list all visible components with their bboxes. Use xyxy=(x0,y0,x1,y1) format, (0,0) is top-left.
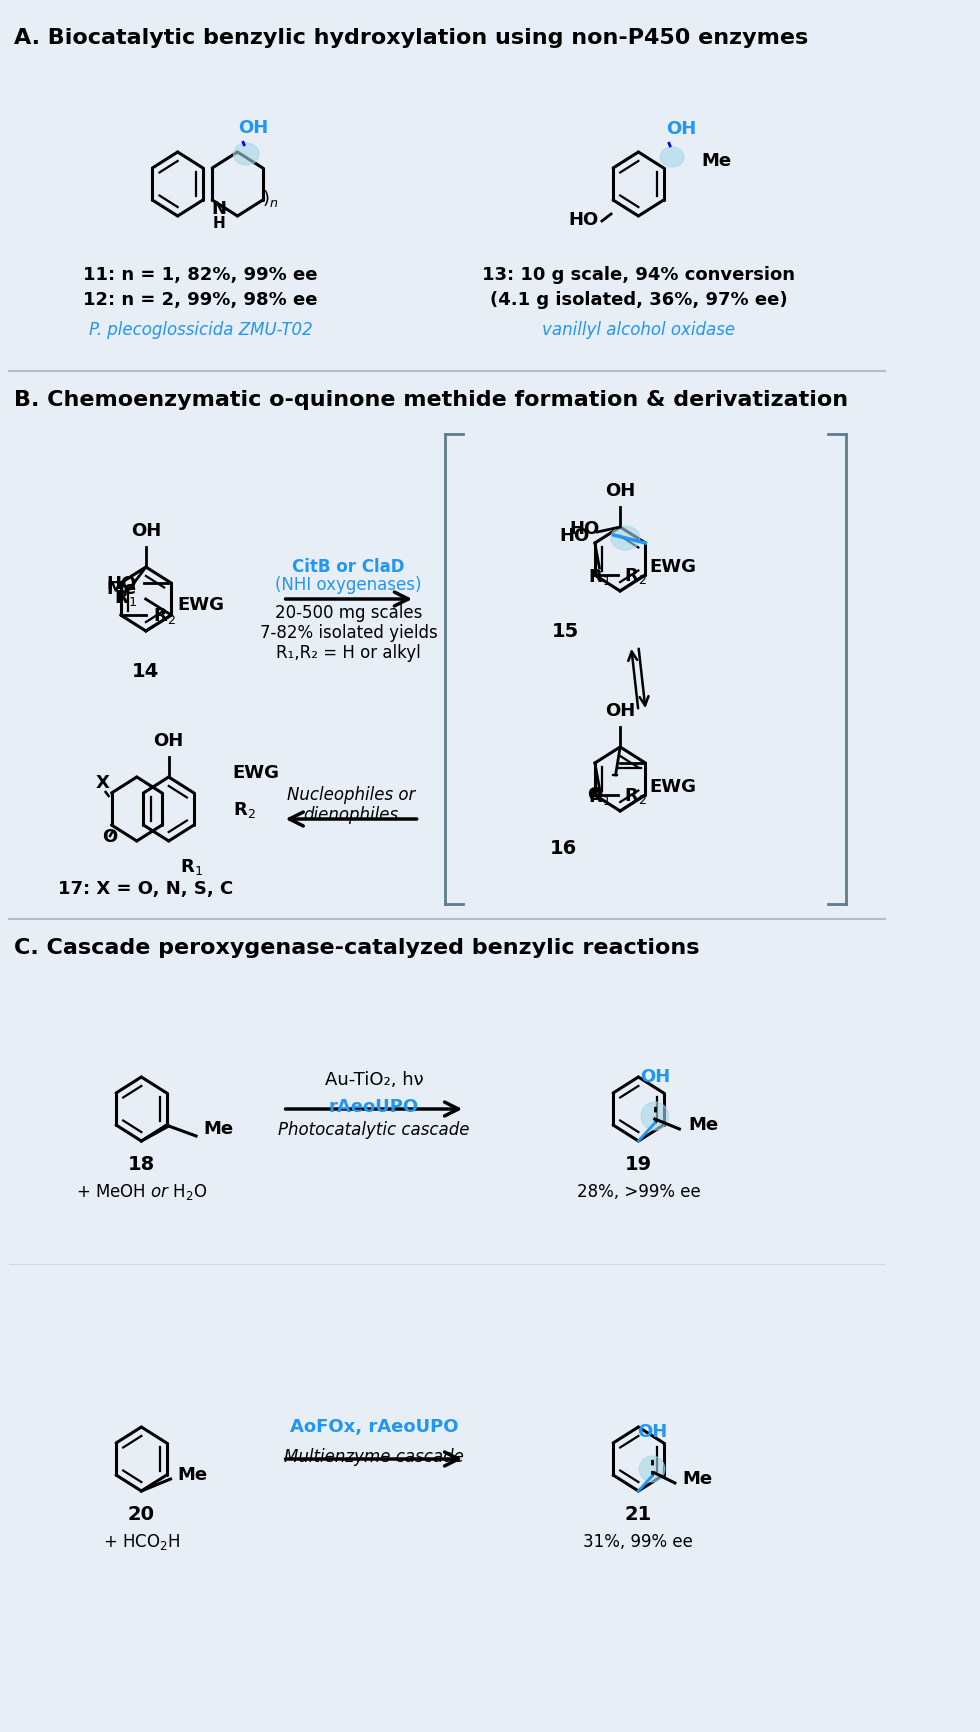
Ellipse shape xyxy=(661,147,684,168)
Text: 21: 21 xyxy=(625,1503,652,1522)
Ellipse shape xyxy=(233,144,259,166)
Text: R$_2$: R$_2$ xyxy=(232,800,256,819)
Text: OH: OH xyxy=(666,120,697,139)
Text: 28%, >99% ee: 28%, >99% ee xyxy=(576,1183,701,1200)
Text: HO: HO xyxy=(560,527,590,544)
Text: AoFOx, rAeoUPO: AoFOx, rAeoUPO xyxy=(290,1417,459,1436)
Text: O: O xyxy=(587,786,602,804)
Text: EWG: EWG xyxy=(650,778,697,795)
Text: + MeOH $\it{or}$ H$_2$O: + MeOH $\it{or}$ H$_2$O xyxy=(75,1181,207,1202)
Text: R$_2$: R$_2$ xyxy=(624,786,647,805)
Text: N: N xyxy=(211,199,226,218)
Text: OH: OH xyxy=(130,521,161,540)
Text: Multienzyme cascade: Multienzyme cascade xyxy=(284,1448,464,1465)
Text: 31%, 99% ee: 31%, 99% ee xyxy=(583,1533,693,1550)
Text: O: O xyxy=(102,828,117,845)
Ellipse shape xyxy=(639,1457,664,1483)
Text: (NHI oxygenases): (NHI oxygenases) xyxy=(275,575,421,594)
Text: 11: n = 1, 82%, 99% ee: 11: n = 1, 82%, 99% ee xyxy=(83,265,318,284)
Text: Me: Me xyxy=(107,580,136,598)
Text: vanillyl alcohol oxidase: vanillyl alcohol oxidase xyxy=(542,320,735,339)
Text: OH: OH xyxy=(637,1422,667,1441)
Text: Nucleophiles or: Nucleophiles or xyxy=(287,786,416,804)
Text: 12: n = 2, 99%, 98% ee: 12: n = 2, 99%, 98% ee xyxy=(83,291,318,308)
Text: OH: OH xyxy=(640,1067,670,1086)
Text: HO: HO xyxy=(568,211,598,229)
Text: 13: 10 g scale, 94% conversion: 13: 10 g scale, 94% conversion xyxy=(482,265,795,284)
Text: R$_1$: R$_1$ xyxy=(588,566,611,587)
Text: EWG: EWG xyxy=(650,558,697,575)
Text: Me: Me xyxy=(204,1119,233,1138)
Text: 7-82% isolated yields: 7-82% isolated yields xyxy=(260,624,437,641)
Text: rAeoUPO: rAeoUPO xyxy=(329,1098,419,1115)
Text: R$_1$: R$_1$ xyxy=(115,587,137,608)
Text: R$_2$: R$_2$ xyxy=(624,566,647,585)
Text: Photocatalytic cascade: Photocatalytic cascade xyxy=(278,1121,469,1138)
Text: R$_1$: R$_1$ xyxy=(588,786,611,807)
Text: 17: X = O, N, S, C: 17: X = O, N, S, C xyxy=(58,880,233,897)
Text: + HCO$_2$H: + HCO$_2$H xyxy=(103,1531,180,1552)
Text: 16: 16 xyxy=(550,838,577,857)
Text: R₁,R₂ = H or alkyl: R₁,R₂ = H or alkyl xyxy=(276,644,420,662)
Text: Me: Me xyxy=(682,1469,712,1488)
Text: A. Biocatalytic benzylic hydroxylation using non-P450 enzymes: A. Biocatalytic benzylic hydroxylation u… xyxy=(14,28,808,48)
Text: 20: 20 xyxy=(127,1503,155,1522)
Text: 14: 14 xyxy=(132,662,160,681)
Text: 19: 19 xyxy=(625,1154,652,1173)
Text: Me: Me xyxy=(702,152,731,170)
Text: EWG: EWG xyxy=(232,764,279,781)
Text: OH: OH xyxy=(238,120,269,137)
Text: 15: 15 xyxy=(552,622,579,641)
Text: C. Cascade peroxygenase-catalyzed benzylic reactions: C. Cascade peroxygenase-catalyzed benzyl… xyxy=(14,937,699,958)
Text: HO: HO xyxy=(569,520,600,537)
Text: OH: OH xyxy=(154,731,184,750)
Text: B. Chemoenzymatic o-quinone methide formation & derivatization: B. Chemoenzymatic o-quinone methide form… xyxy=(14,390,848,410)
Text: dienophiles: dienophiles xyxy=(304,805,399,823)
Text: Au-TiO₂, hν: Au-TiO₂, hν xyxy=(324,1070,423,1088)
Text: Me: Me xyxy=(689,1115,718,1133)
Ellipse shape xyxy=(641,1102,668,1131)
Text: HO: HO xyxy=(106,575,136,592)
Text: 20-500 mg scales: 20-500 mg scales xyxy=(274,604,422,622)
Text: X: X xyxy=(96,774,110,792)
Text: Me: Me xyxy=(177,1465,208,1483)
Text: EWG: EWG xyxy=(177,596,224,613)
Text: R$_2$: R$_2$ xyxy=(153,606,175,625)
Text: P. plecoglossicida ZMU-T02: P. plecoglossicida ZMU-T02 xyxy=(89,320,313,339)
Text: )$_n$: )$_n$ xyxy=(263,189,278,210)
Ellipse shape xyxy=(611,527,640,551)
Text: OH: OH xyxy=(605,701,635,719)
Text: H: H xyxy=(212,216,224,230)
Text: (4.1 g isolated, 36%, 97% ee): (4.1 g isolated, 36%, 97% ee) xyxy=(490,291,787,308)
Text: OH: OH xyxy=(605,481,635,501)
Text: R$_1$: R$_1$ xyxy=(180,857,203,876)
Text: CitB or ClaD: CitB or ClaD xyxy=(292,558,405,575)
Text: 18: 18 xyxy=(127,1154,155,1173)
